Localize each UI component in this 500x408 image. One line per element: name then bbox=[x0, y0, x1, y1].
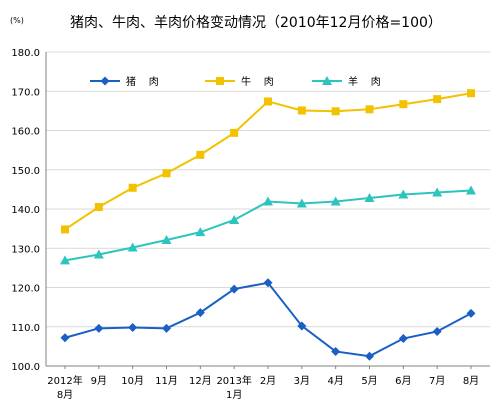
y-tick-label: 160.0 bbox=[11, 127, 40, 138]
data-point bbox=[322, 76, 332, 85]
data-point bbox=[398, 334, 408, 344]
data-point bbox=[195, 308, 205, 318]
series bbox=[61, 89, 475, 234]
y-tick-label: 110.0 bbox=[11, 323, 40, 334]
data-point bbox=[128, 183, 137, 192]
y-tick-label: 150.0 bbox=[11, 166, 40, 177]
data-point bbox=[263, 278, 273, 288]
legend: 猪 肉牛 肉羊 肉 bbox=[90, 75, 381, 88]
data-point bbox=[331, 107, 340, 116]
data-point bbox=[162, 169, 171, 178]
x-tick-label: 10月 bbox=[121, 375, 144, 387]
x-tick-label: 3月 bbox=[294, 375, 310, 387]
data-point bbox=[466, 308, 476, 318]
x-tick-label: 8月 bbox=[57, 389, 73, 401]
data-point bbox=[61, 225, 69, 234]
data-point bbox=[330, 196, 341, 206]
data-point bbox=[93, 249, 104, 259]
data-point bbox=[263, 196, 273, 206]
x-tick-label: 8月 bbox=[463, 375, 479, 387]
data-point bbox=[331, 346, 341, 356]
legend-label: 猪 肉 bbox=[126, 75, 159, 88]
data-point bbox=[365, 351, 374, 361]
y-tick-label: 140.0 bbox=[11, 205, 40, 216]
data-point bbox=[216, 77, 224, 85]
legend-label: 牛 肉 bbox=[241, 75, 274, 88]
series-line bbox=[64, 281, 472, 358]
data-point bbox=[229, 214, 240, 224]
x-tick-label: 2012年 bbox=[47, 374, 82, 387]
data-point bbox=[297, 106, 306, 115]
data-point bbox=[94, 203, 103, 212]
data-point bbox=[162, 323, 171, 333]
data-point bbox=[161, 235, 172, 245]
data-point bbox=[196, 150, 205, 159]
data-point bbox=[127, 242, 138, 252]
x-tick-label: 2013年 bbox=[216, 374, 251, 387]
y-tick-label: 170.0 bbox=[11, 87, 40, 98]
legend-item: 牛 肉 bbox=[205, 75, 274, 88]
series-layer bbox=[60, 89, 476, 361]
data-point bbox=[264, 97, 272, 106]
gridlines bbox=[46, 51, 490, 328]
data-point bbox=[433, 95, 442, 104]
legend-item: 猪 肉 bbox=[90, 75, 159, 88]
series bbox=[60, 185, 476, 265]
y-tick-label: 130.0 bbox=[11, 244, 40, 255]
data-point bbox=[467, 89, 475, 98]
data-point bbox=[60, 255, 70, 265]
series bbox=[60, 278, 476, 361]
chart-title: 猪肉、牛肉、羊肉价格变动情况（2010年12月价格=100） bbox=[70, 15, 442, 31]
unit-label: (%) bbox=[10, 16, 24, 25]
y-tick-label: 180.0 bbox=[11, 48, 40, 59]
data-point bbox=[297, 321, 307, 331]
data-point bbox=[365, 105, 374, 114]
data-point bbox=[364, 193, 375, 203]
data-point bbox=[432, 326, 442, 336]
x-tick-label: 11月 bbox=[155, 375, 178, 387]
data-point bbox=[296, 198, 307, 208]
axes: 100.0 110.0 120.0 130.0 140.0 150.0 160.0 170.0… bbox=[11, 48, 490, 401]
x-tick-label: 4月 bbox=[327, 375, 343, 387]
x-tick-label: 1月 bbox=[226, 389, 242, 401]
data-point bbox=[432, 187, 443, 197]
data-point bbox=[230, 128, 239, 137]
x-tick-label: 12月 bbox=[189, 375, 212, 387]
legend-label: 羊 肉 bbox=[348, 75, 381, 88]
y-tick-label: 100.0 bbox=[11, 362, 40, 373]
x-tick-label: 2月 bbox=[260, 375, 276, 387]
legend-item: 羊 肉 bbox=[312, 75, 381, 88]
data-point bbox=[229, 284, 239, 294]
data-point bbox=[128, 323, 138, 333]
data-point bbox=[94, 323, 104, 333]
data-point bbox=[399, 100, 408, 109]
data-point bbox=[195, 227, 206, 237]
y-tick-label: 120.0 bbox=[11, 284, 40, 295]
x-tick-label: 7月 bbox=[429, 375, 445, 387]
x-tick-label: 9月 bbox=[91, 375, 107, 387]
data-point bbox=[100, 76, 110, 86]
x-tick-label: 6月 bbox=[395, 375, 411, 387]
data-point bbox=[60, 333, 70, 343]
data-point bbox=[398, 189, 409, 199]
data-point bbox=[466, 185, 476, 195]
x-tick-label: 5月 bbox=[361, 375, 377, 387]
